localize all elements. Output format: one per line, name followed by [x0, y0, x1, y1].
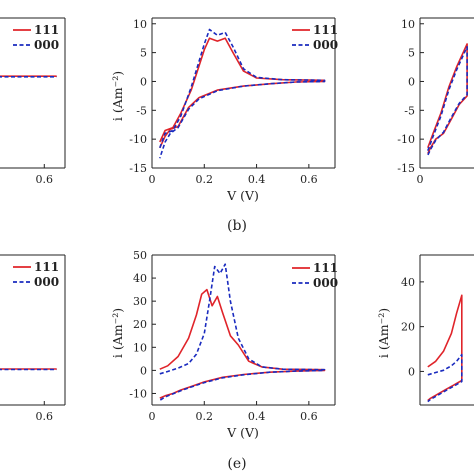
y-tick-label: -15	[129, 162, 147, 175]
y-tick-label: 10	[401, 18, 415, 31]
chart-panel-b: 0 0.2 0.4 0.6 10 5 0 -5 -10 -15 i (Am⁻²) V (V) 11100…	[110, 17, 338, 203]
y-tick-label: -5	[136, 104, 147, 117]
y-axis-label: i (Am⁻²)	[110, 308, 125, 358]
legend-label-111: 111	[34, 260, 59, 274]
x-tick-label: 0.4	[248, 173, 266, 186]
legend-label-111: 111	[34, 23, 59, 37]
x-tick-label: 0.6	[300, 173, 318, 186]
x-tick-label: 0.6	[300, 410, 318, 423]
x-tick-label: 0	[149, 410, 156, 423]
legend-label-000: 000	[34, 38, 59, 52]
y-tick-label: 0	[408, 365, 415, 378]
y-tick-label: 0	[408, 75, 415, 88]
x-axis-label: V (V)	[226, 425, 259, 440]
series-line-111	[159, 288, 326, 399]
y-tick-label: 5	[140, 47, 147, 60]
legend-label-000: 000	[313, 38, 338, 52]
x-tick-label: 0.2	[196, 410, 214, 423]
x-tick-label: 0.6	[36, 410, 54, 423]
y-tick-label: -15	[397, 162, 415, 175]
y-axis-label: i (Am⁻²)	[110, 71, 125, 121]
x-tick-label: 0.2	[196, 173, 214, 186]
series-line-111	[427, 43, 468, 154]
series-line-111	[159, 37, 326, 149]
x-tick-label: 0	[417, 173, 424, 186]
y-tick-label: -5	[404, 104, 415, 117]
legend-label-111: 111	[313, 261, 338, 275]
x-tick-label: 0.6	[36, 173, 54, 186]
y-tick-label: -10	[129, 387, 147, 400]
y-tick-label: 0	[140, 75, 147, 88]
y-tick-label: 20	[401, 321, 415, 334]
y-tick-label: 10	[133, 18, 147, 31]
y-axis-label: i (Am⁻²)	[376, 308, 391, 358]
y-tick-label: -10	[397, 133, 415, 146]
y-tick-label: 5	[408, 47, 415, 60]
y-tick-label: 40	[401, 276, 415, 289]
chart-panel-right-bottom: 40 20 0 i (Am⁻²)	[376, 254, 474, 406]
series-line-111	[427, 294, 463, 402]
caption-e: (e)	[227, 456, 246, 472]
legend-label-000: 000	[313, 276, 338, 290]
y-tick-label: -10	[129, 133, 147, 146]
chart-panel-right-top: 0 10 5 0 -5 -10 -15	[397, 17, 474, 186]
series-line-000	[427, 45, 468, 156]
x-axis-label: V (V)	[226, 188, 259, 203]
series-line-000	[427, 353, 463, 403]
series-line-000	[159, 263, 326, 402]
legend-label-000: 000	[34, 275, 59, 289]
y-tick-label: 10	[133, 341, 147, 354]
y-tick-label: 0	[140, 364, 147, 377]
x-tick-label: 0.4	[248, 410, 266, 423]
legend-label-111: 111	[313, 23, 338, 37]
y-tick-label: 20	[133, 318, 147, 331]
y-tick-label: 50	[133, 249, 147, 262]
y-tick-label: 30	[133, 295, 147, 308]
caption-b: (b)	[227, 218, 247, 234]
x-tick-label: 0	[149, 173, 156, 186]
series-line-000	[159, 28, 326, 159]
y-tick-label: 40	[133, 272, 147, 285]
